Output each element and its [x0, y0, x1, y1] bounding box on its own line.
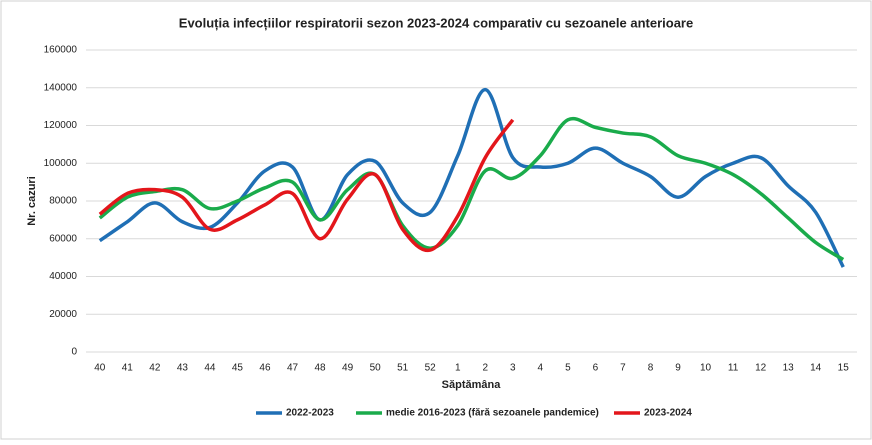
y-tick-label: 80000: [49, 196, 77, 207]
x-tick-label: 42: [149, 363, 161, 374]
chart-title: Evoluția infecțiilor respiratorii sezon …: [179, 15, 693, 30]
x-axis-title: Săptămâna: [442, 379, 502, 391]
x-tick-label: 3: [510, 363, 516, 374]
y-tick-label: 100000: [44, 158, 78, 169]
x-tick-label: 15: [838, 363, 850, 374]
x-tick-label: 49: [342, 363, 354, 374]
x-tick-label: 7: [620, 363, 626, 374]
line-series: [98, 118, 515, 253]
x-tick-label: 43: [177, 363, 189, 374]
legend-label: 2023-2024: [644, 408, 692, 419]
x-tick-label: 6: [593, 363, 599, 374]
x-tick-label: 12: [755, 363, 767, 374]
x-tick-label: 1: [455, 363, 461, 374]
x-tick-label: 10: [700, 363, 712, 374]
x-tick-label: 14: [810, 363, 822, 374]
y-tick-label: 120000: [44, 120, 78, 131]
y-tick-label: 60000: [49, 233, 77, 244]
x-tick-label: 47: [287, 363, 299, 374]
y-tick-label: 160000: [44, 45, 78, 56]
y-tick-label: 20000: [49, 309, 77, 320]
y-tick-label: 140000: [44, 82, 78, 93]
y-axis-title: Nr. cazuri: [26, 176, 38, 226]
x-tick-label: 8: [648, 363, 654, 374]
x-tick-label: 13: [783, 363, 795, 374]
y-tick-label: 0: [71, 347, 77, 358]
x-tick-label: 5: [565, 363, 571, 374]
x-tick-label: 52: [425, 363, 437, 374]
x-tick-label: 45: [232, 363, 244, 374]
x-tick-label: 11: [728, 363, 739, 374]
legend-label: medie 2016-2023 (fără sezoanele pandemic…: [386, 408, 599, 419]
x-tick-label: 40: [94, 363, 106, 374]
x-tick-label: 9: [675, 363, 681, 374]
y-tick-label: 40000: [49, 271, 77, 282]
x-tick-label: 51: [397, 363, 409, 374]
x-tick-label: 50: [370, 363, 382, 374]
x-tick-label: 44: [204, 363, 216, 374]
line-series: [98, 116, 845, 262]
x-tick-label: 4: [538, 363, 544, 374]
x-tick-label: 48: [314, 363, 326, 374]
legend-label: 2022-2023: [286, 408, 334, 419]
x-tick-label: 2: [482, 363, 488, 374]
x-tick-label: 46: [259, 363, 271, 374]
x-tick-label: 41: [122, 363, 134, 374]
line-series: [98, 87, 845, 268]
